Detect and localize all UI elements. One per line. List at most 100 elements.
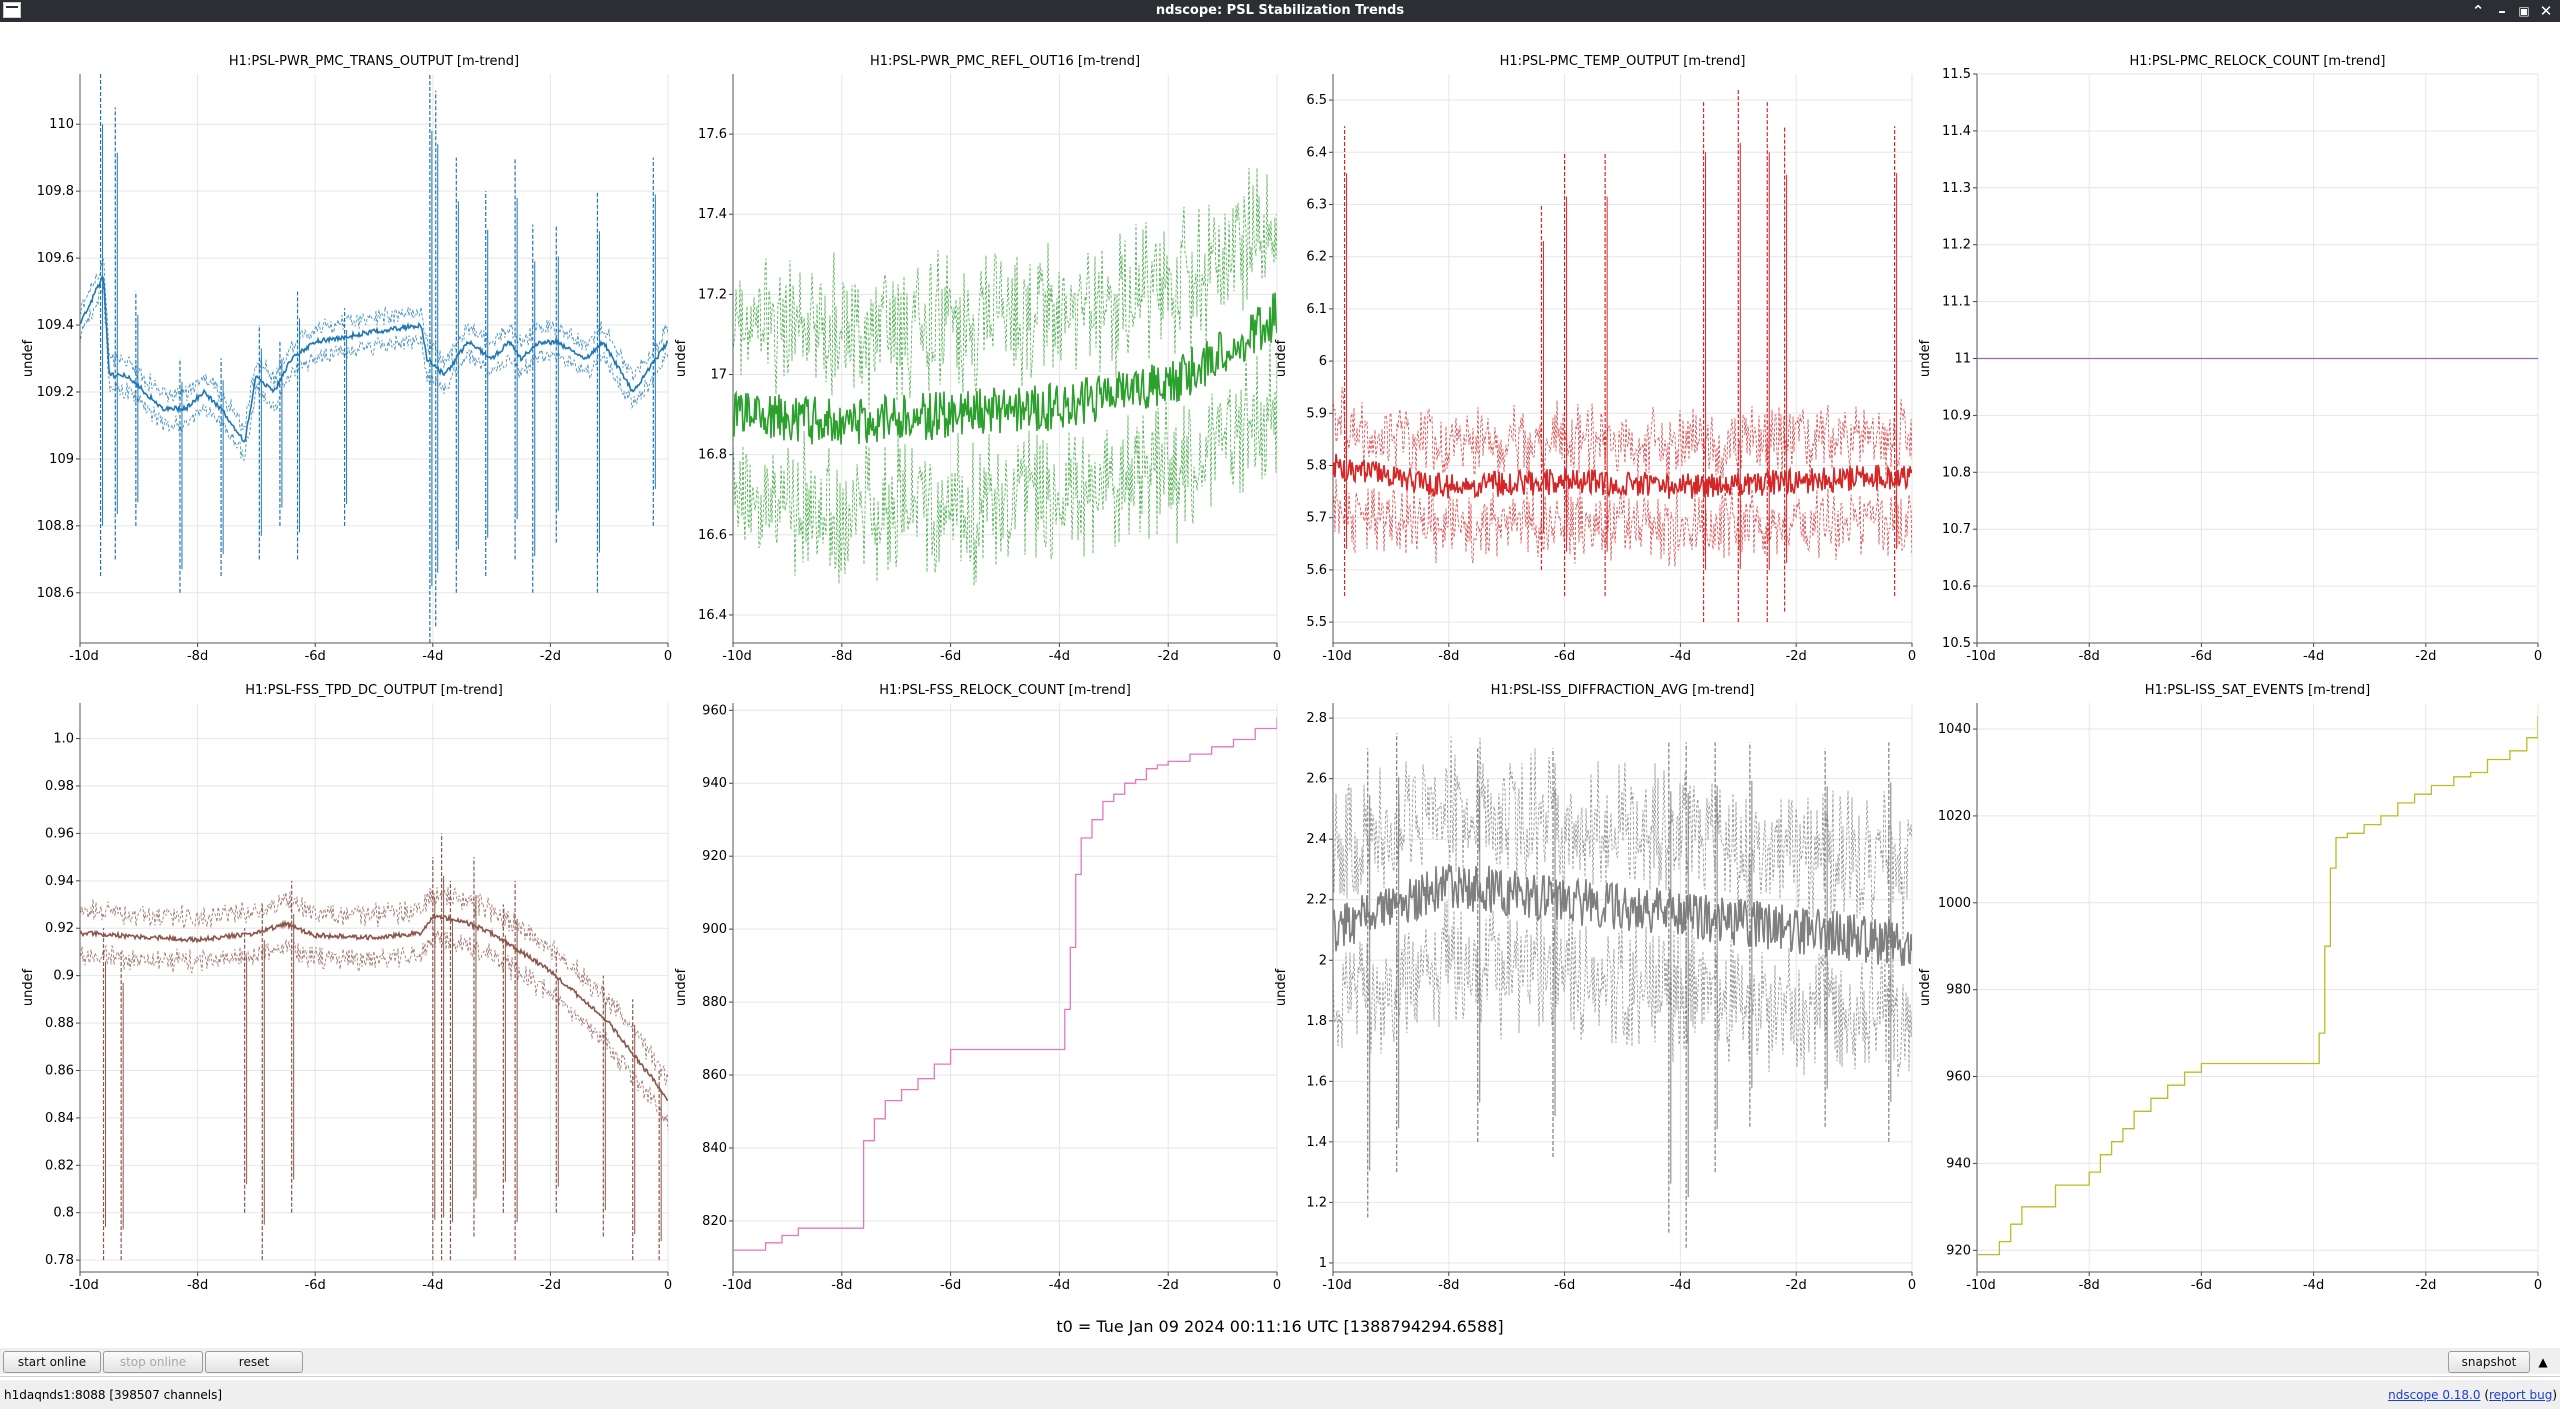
y-tick-label: 0.8 (53, 1206, 74, 1221)
x-tick-label: 0 (2534, 649, 2542, 664)
series-min-line (1333, 478, 1912, 567)
y-tick-label: 11.3 (1942, 181, 1971, 196)
y-tick-label: 17.2 (698, 287, 727, 302)
y-axis-label: undef (674, 968, 689, 1006)
y-tick-label: 940 (702, 776, 727, 791)
x-tick-label: -4d (1049, 1278, 1070, 1293)
series-layer (733, 717, 1277, 1251)
plot-area[interactable]: t0 = Tue Jan 09 2024 00:11:16 UTC [13887… (0, 22, 2560, 1342)
y-tick-label: 2.4 (1306, 832, 1327, 847)
x-tick-label: 0 (1908, 1278, 1916, 1293)
x-tick-label: -4d (2303, 1278, 2324, 1293)
x-tick-label: -4d (1049, 649, 1070, 664)
y-tick-label: 0.86 (45, 1063, 74, 1078)
y-axis-label: undef (21, 339, 36, 377)
x-tick-label: -2d (540, 649, 561, 664)
x-tick-label: -10d (69, 649, 99, 664)
y-tick-label: 1.6 (1306, 1074, 1327, 1089)
series-min-line (80, 929, 668, 1131)
plots-canvas[interactable]: t0 = Tue Jan 09 2024 00:11:16 UTC [13887… (0, 22, 2560, 1342)
x-tick-label: -10d (1966, 649, 1996, 664)
x-tick-label: -2d (1786, 1278, 1807, 1293)
x-tick-label: -8d (831, 649, 852, 664)
chart-title: H1:PSL-ISS_SAT_EVENTS [m-trend] (2145, 683, 2370, 698)
series-mean-line (733, 292, 1277, 445)
y-tick-label: 1020 (1938, 809, 1971, 824)
series-line (1977, 716, 2538, 1256)
y-tick-label: 980 (1946, 983, 1971, 998)
chart-title: H1:PSL-PMC_RELOCK_COUNT [m-trend] (2130, 54, 2386, 69)
y-tick-label: 6.5 (1306, 93, 1327, 108)
x-tick-label: 0 (1273, 1278, 1281, 1293)
y-tick-label: 109.6 (37, 251, 74, 266)
y-axis-label: undef (1918, 968, 1933, 1006)
x-tick-label: 0 (664, 649, 672, 664)
chart-title: H1:PSL-PWR_PMC_REFL_OUT16 [m-trend] (870, 54, 1140, 69)
series-min-line (733, 342, 1277, 586)
chart-title: H1:PSL-FSS_TPD_DC_OUTPUT [m-trend] (245, 683, 503, 698)
y-tick-label: 16.4 (698, 608, 727, 623)
x-tick-label: -10d (722, 649, 752, 664)
y-tick-label: 10.5 (1942, 636, 1971, 651)
version-link[interactable]: ndscope 0.18.0 (2388, 1388, 2481, 1402)
y-tick-label: 108.6 (37, 586, 74, 601)
x-tick-label: 0 (1908, 649, 1916, 664)
series-mean-line (80, 913, 668, 1101)
y-axis-label: undef (1274, 339, 1289, 377)
x-tick-label: -6d (1554, 649, 1575, 664)
x-tick-label: 0 (2534, 1278, 2542, 1293)
series-min-line (1333, 900, 1912, 1078)
y-tick-label: 11.5 (1942, 67, 1971, 82)
x-tick-label: -6d (2191, 1278, 2212, 1293)
chart-title: H1:PSL-ISS_DIFFRACTION_AVG [m-trend] (1491, 683, 1755, 698)
chart-title: H1:PSL-PMC_TEMP_OUTPUT [m-trend] (1500, 54, 1746, 69)
chart-3: H1:PSL-PMC_TEMP_OUTPUT [m-trend] undef -10… (1274, 54, 1916, 664)
x-tick-label: -8d (1438, 1278, 1459, 1293)
status-bar: h1daqnds1:8088 [398507 channels] ndscope… (0, 1380, 2560, 1409)
y-tick-label: 1000 (1938, 896, 1971, 911)
restore-icon[interactable]: – (2498, 2, 2506, 20)
y-tick-label: 920 (702, 849, 727, 864)
minimize-icon[interactable]: ⌃ (2471, 2, 2485, 20)
x-tick-label: -6d (940, 1278, 961, 1293)
series-max-line (733, 167, 1277, 410)
window-titlebar: ndscope: PSL Stabilization Trends ⌃ – ▣ … (0, 0, 2560, 22)
report-bug-link[interactable]: report bug (2489, 1388, 2553, 1402)
x-tick-label: -6d (940, 649, 961, 664)
series-mean-line (80, 276, 668, 443)
y-axis-label: undef (1274, 968, 1289, 1006)
stop-online-button[interactable]: stop online (103, 1351, 203, 1373)
chart-8: H1:PSL-ISS_SAT_EVENTS [m-trend] undef -10d… (1918, 683, 2542, 1293)
y-tick-label: 11.1 (1942, 295, 1971, 310)
series-max-line (1333, 387, 1912, 484)
y-tick-label: 17.4 (698, 207, 727, 222)
y-tick-label: 1040 (1938, 722, 1971, 737)
x-tick-label: -8d (2079, 1278, 2100, 1293)
y-tick-label: 960 (702, 703, 727, 718)
x-tick-label: -10d (722, 1278, 752, 1293)
t0-label: t0 = Tue Jan 09 2024 00:11:16 UTC [13887… (1056, 1317, 1503, 1336)
start-online-button[interactable]: start online (3, 1351, 101, 1373)
x-tick-label: -10d (69, 1278, 99, 1293)
series-max-line (80, 258, 668, 432)
triangle-up-icon[interactable]: ▲ (2538, 1355, 2548, 1369)
close-icon[interactable]: ✕ (2539, 2, 2553, 20)
y-tick-label: 109 (49, 452, 74, 467)
y-tick-label: 2.6 (1306, 772, 1327, 787)
y-tick-label: 1 (1319, 1256, 1327, 1271)
y-tick-label: 920 (1946, 1243, 1971, 1258)
x-tick-label: -6d (305, 649, 326, 664)
snapshot-button[interactable]: snapshot (2448, 1351, 2530, 1373)
y-tick-label: 16.6 (698, 528, 727, 543)
y-tick-label: 5.7 (1306, 511, 1327, 526)
y-tick-label: 960 (1946, 1070, 1971, 1085)
series-max-line (1333, 736, 1912, 941)
maximize-icon[interactable]: ▣ (2518, 4, 2530, 18)
x-tick-label: -10d (1322, 1278, 1352, 1293)
x-tick-label: -2d (540, 1278, 561, 1293)
reset-button[interactable]: reset (205, 1351, 303, 1373)
chart-5: H1:PSL-FSS_TPD_DC_OUTPUT [m-trend] undef -… (21, 683, 672, 1293)
x-tick-label: -8d (831, 1278, 852, 1293)
y-tick-label: 5.9 (1306, 406, 1327, 421)
y-tick-label: 110 (49, 117, 74, 132)
